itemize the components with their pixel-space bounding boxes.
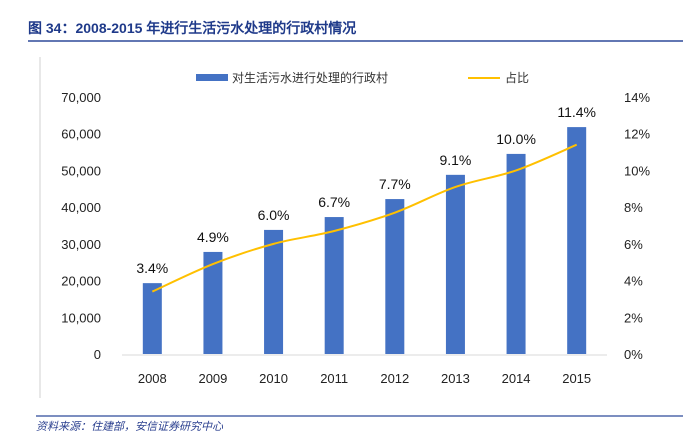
right-tick-label: 12% <box>624 127 650 142</box>
legend: 对生活污水进行处理的行政村 占比 <box>196 70 529 85</box>
legend-line-label: 占比 <box>505 70 529 85</box>
left-tick-label: 40,000 <box>61 200 101 215</box>
data-label-2013: 9.1% <box>439 152 471 168</box>
bar-2009 <box>203 251 223 354</box>
x-tick-label: 2015 <box>562 371 591 386</box>
bar-2014 <box>506 153 526 354</box>
left-tick-label: 70,000 <box>61 90 101 105</box>
right-tick-label: 14% <box>624 90 650 105</box>
figure-title: 图 34：2008-2015 年进行生活污水处理的行政村情况 <box>28 20 356 36</box>
data-label-2015: 11.4% <box>557 104 596 120</box>
bar-2008 <box>142 283 162 354</box>
bar-2010 <box>264 229 284 354</box>
data-label-2009: 4.9% <box>197 229 229 245</box>
ratio-line <box>151 143 578 293</box>
left-tick-label: 30,000 <box>61 237 101 252</box>
right-tick-label: 8% <box>624 200 643 215</box>
data-label-2008: 3.4% <box>136 260 168 276</box>
x-tick-label: 2013 <box>441 371 470 386</box>
x-tick-label: 2011 <box>320 371 348 386</box>
data-label-2012: 7.7% <box>379 176 411 192</box>
left-tick-label: 60,000 <box>61 127 101 142</box>
data-label-2010: 6.0% <box>258 207 290 223</box>
bar-2012 <box>385 199 405 354</box>
legend-bar-label: 对生活污水进行处理的行政村 <box>232 70 388 85</box>
bar-2011 <box>324 217 344 354</box>
right-tick-label: 2% <box>624 310 643 325</box>
bar-2015 <box>567 127 587 354</box>
left-tick-label: 50,000 <box>61 163 101 178</box>
left-tick-label: 0 <box>94 347 101 362</box>
data-label-2011: 6.7% <box>318 194 350 210</box>
x-tick-label: 2010 <box>259 371 288 386</box>
x-tick-label: 2008 <box>138 371 167 386</box>
right-tick-label: 4% <box>624 274 643 289</box>
right-tick-label: 10% <box>624 163 650 178</box>
bar-2013 <box>445 174 465 354</box>
data-label-2014: 10.0% <box>496 131 536 147</box>
source-note: 资料来源：住建部，安信证券研究中心 <box>36 420 224 433</box>
right-tick-label: 0% <box>624 347 643 362</box>
x-tick-label: 2014 <box>502 371 531 386</box>
legend-bar-swatch <box>196 74 228 81</box>
x-tick-label: 2012 <box>380 371 409 386</box>
x-tick-label: 2009 <box>198 371 227 386</box>
left-tick-label: 20,000 <box>61 274 101 289</box>
right-tick-label: 6% <box>624 237 643 252</box>
left-tick-label: 10,000 <box>61 310 101 325</box>
